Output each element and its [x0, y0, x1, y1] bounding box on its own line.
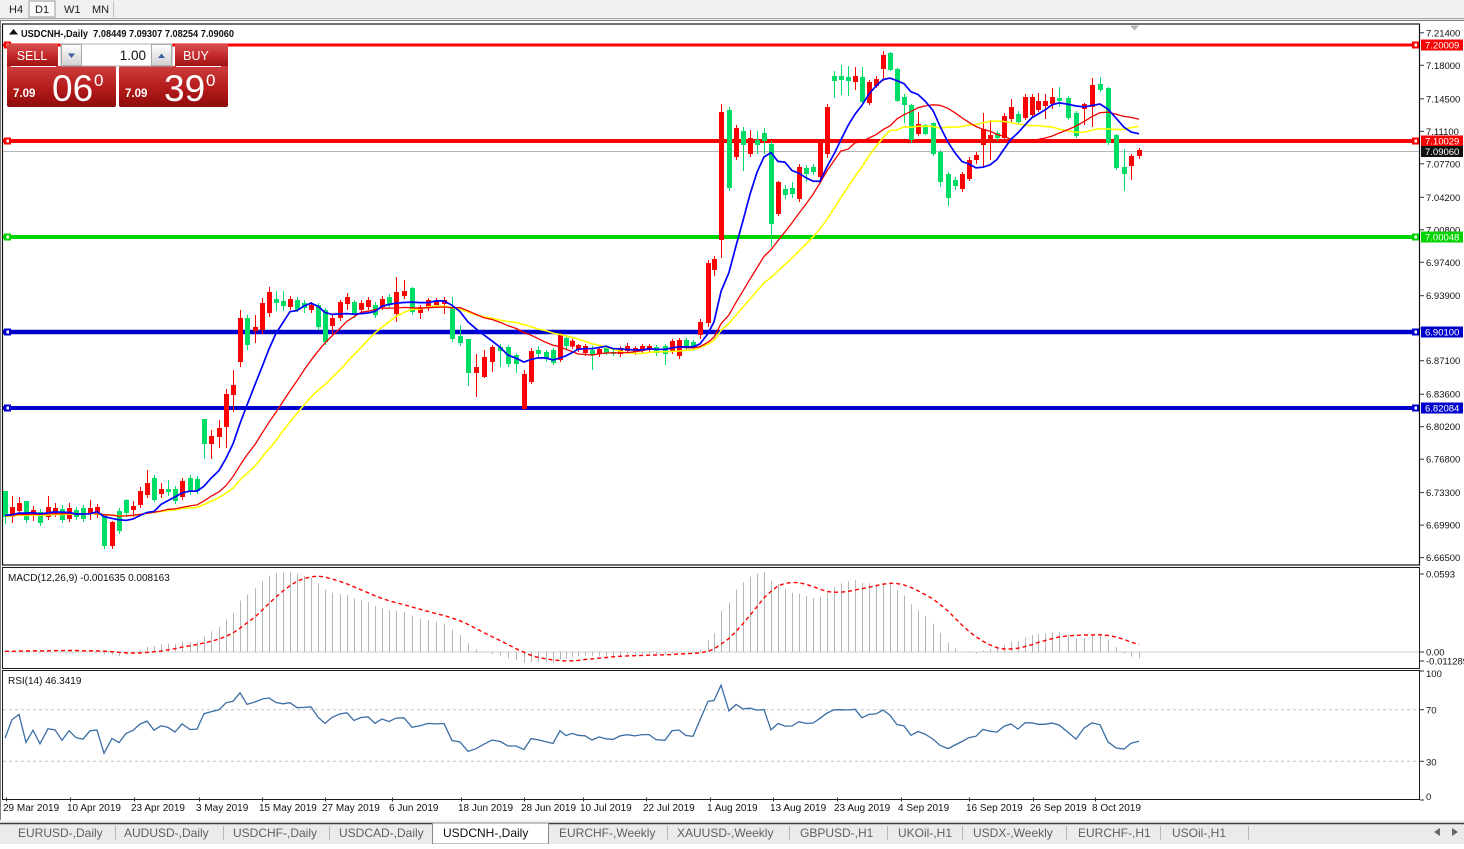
svg-text:BUY: BUY — [183, 49, 209, 63]
svg-text:7.00800: 7.00800 — [1426, 225, 1460, 236]
svg-text:6.69900: 6.69900 — [1426, 521, 1460, 532]
svg-text:W1: W1 — [64, 4, 81, 16]
svg-text:4 Sep 2019: 4 Sep 2019 — [898, 803, 950, 814]
svg-text:EURCHF-,H1: EURCHF-,H1 — [1078, 826, 1151, 840]
svg-text:16 Sep 2019: 16 Sep 2019 — [966, 803, 1023, 814]
svg-text:28 Jun 2019: 28 Jun 2019 — [521, 803, 576, 814]
svg-text:15 May 2019: 15 May 2019 — [259, 803, 317, 814]
svg-text:1.00: 1.00 — [120, 48, 146, 63]
svg-text:7.18000: 7.18000 — [1426, 61, 1460, 72]
svg-text:USDCAD-,Daily: USDCAD-,Daily — [339, 826, 424, 840]
svg-text:6.66500: 6.66500 — [1426, 553, 1460, 564]
svg-text:0: 0 — [1426, 792, 1431, 803]
svg-text:10 Jul 2019: 10 Jul 2019 — [580, 803, 632, 814]
svg-text:-0.011289: -0.011289 — [1426, 657, 1464, 668]
svg-text:26 Sep 2019: 26 Sep 2019 — [1030, 803, 1087, 814]
svg-text:H4: H4 — [9, 4, 23, 16]
svg-text:D1: D1 — [35, 4, 49, 16]
svg-text:RSI(14) 46.3419: RSI(14) 46.3419 — [8, 676, 82, 687]
svg-text:6.87100: 6.87100 — [1426, 356, 1460, 367]
svg-text:7.11100: 7.11100 — [1426, 127, 1459, 138]
svg-text:7.20009: 7.20009 — [1425, 41, 1459, 52]
svg-text:0: 0 — [206, 71, 215, 90]
svg-text:USOil-,H1: USOil-,H1 — [1172, 826, 1226, 840]
svg-text:GBPUSD-,H1: GBPUSD-,H1 — [800, 826, 874, 840]
svg-text:USDCNH-,Daily: USDCNH-,Daily — [443, 826, 528, 840]
svg-text:6.73300: 6.73300 — [1426, 488, 1460, 499]
svg-text:7.04200: 7.04200 — [1426, 193, 1460, 204]
svg-text:7.21400: 7.21400 — [1426, 28, 1460, 39]
svg-text:0: 0 — [94, 71, 103, 90]
svg-text:SELL: SELL — [17, 49, 48, 63]
svg-text:MACD(12,26,9) -0.001635 0.0081: MACD(12,26,9) -0.001635 0.008163 — [8, 573, 170, 584]
svg-text:UKOil-,H1: UKOil-,H1 — [898, 826, 952, 840]
svg-text:6.93900: 6.93900 — [1426, 291, 1460, 302]
svg-text:7.14500: 7.14500 — [1426, 94, 1460, 105]
svg-text:1 Aug 2019: 1 Aug 2019 — [707, 803, 758, 814]
svg-text:23 Aug 2019: 23 Aug 2019 — [834, 803, 891, 814]
svg-text:7.09: 7.09 — [13, 88, 35, 100]
svg-text:XAUUSD-,Weekly: XAUUSD-,Weekly — [677, 826, 773, 840]
svg-text:39: 39 — [164, 68, 205, 109]
svg-text:30: 30 — [1426, 757, 1437, 768]
svg-text:23 Apr 2019: 23 Apr 2019 — [131, 803, 185, 814]
svg-text:AUDUSD-,Daily: AUDUSD-,Daily — [124, 826, 209, 840]
svg-text:6 Jun 2019: 6 Jun 2019 — [389, 803, 439, 814]
svg-text:0.00: 0.00 — [1426, 648, 1445, 659]
svg-text:6.90100: 6.90100 — [1425, 328, 1459, 339]
svg-text:8 Oct 2019: 8 Oct 2019 — [1092, 803, 1141, 814]
svg-text:7.09: 7.09 — [125, 88, 147, 100]
svg-text:22 Jul 2019: 22 Jul 2019 — [643, 803, 695, 814]
svg-text:06: 06 — [52, 68, 93, 109]
svg-text:29 Mar 2019: 29 Mar 2019 — [3, 803, 60, 814]
svg-text:USDX-,Weekly: USDX-,Weekly — [973, 826, 1053, 840]
svg-text:0.0593: 0.0593 — [1426, 570, 1455, 581]
svg-text:7.00048: 7.00048 — [1425, 233, 1459, 244]
svg-text:100: 100 — [1426, 669, 1442, 680]
svg-text:USDCNH-,Daily 7.08449 7.09307: USDCNH-,Daily 7.08449 7.09307 7.08254 7.… — [21, 29, 234, 40]
svg-text:6.83600: 6.83600 — [1426, 390, 1460, 401]
svg-text:7.07700: 7.07700 — [1426, 159, 1460, 170]
svg-text:USDCHF-,Daily: USDCHF-,Daily — [233, 826, 317, 840]
svg-text:27 May 2019: 27 May 2019 — [322, 803, 380, 814]
svg-text:6.80200: 6.80200 — [1426, 422, 1460, 433]
svg-text:7.10029: 7.10029 — [1425, 137, 1459, 148]
svg-text:18 Jun 2019: 18 Jun 2019 — [458, 803, 513, 814]
svg-text:10 Apr 2019: 10 Apr 2019 — [67, 803, 121, 814]
svg-text:6.97400: 6.97400 — [1426, 258, 1460, 269]
svg-text:13 Aug 2019: 13 Aug 2019 — [770, 803, 827, 814]
svg-text:EURCHF-,Weekly: EURCHF-,Weekly — [559, 826, 655, 840]
svg-text:70: 70 — [1426, 706, 1437, 717]
svg-text:6.76800: 6.76800 — [1426, 455, 1460, 466]
svg-text:MN: MN — [92, 4, 109, 16]
svg-text:3 May 2019: 3 May 2019 — [196, 803, 249, 814]
svg-text:7.09060: 7.09060 — [1425, 147, 1459, 158]
svg-text:EURUSD-,Daily: EURUSD-,Daily — [18, 826, 103, 840]
svg-text:6.82084: 6.82084 — [1425, 404, 1459, 415]
